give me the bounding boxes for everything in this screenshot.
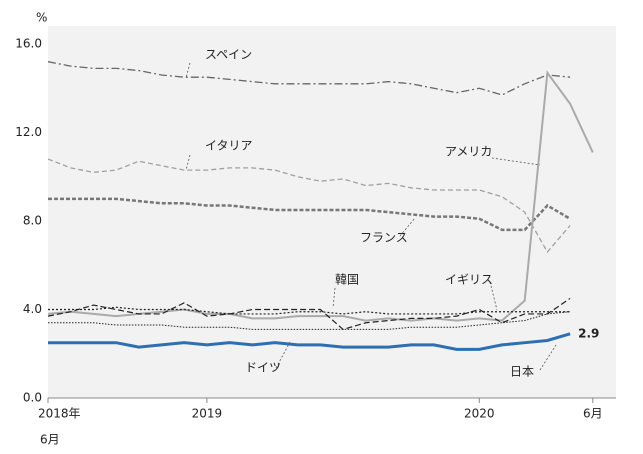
leader-line xyxy=(275,341,291,369)
leader-line xyxy=(185,154,191,171)
x-tick-label: 2019 xyxy=(192,407,223,421)
series-label: イギリス xyxy=(445,273,493,287)
y-tick-label: 16.0 xyxy=(15,37,42,51)
x-sub-label: 6月 xyxy=(40,433,60,447)
leader-line xyxy=(185,62,191,79)
series-label: 韓国 xyxy=(335,273,359,287)
leader-line xyxy=(489,281,498,311)
series-line xyxy=(48,306,571,315)
x-tick-label: 6月 xyxy=(583,407,603,421)
x-tick-label: 2018年 xyxy=(38,407,81,421)
series-label: 日本 xyxy=(510,365,534,379)
series-line xyxy=(48,197,571,232)
series-line xyxy=(48,311,571,330)
series-label: スペイン xyxy=(205,48,252,62)
y-tick-label: 4.0 xyxy=(23,302,42,316)
value-label: 2.9 xyxy=(578,326,599,340)
leader-line xyxy=(332,287,336,309)
x-tick-label: 2020 xyxy=(464,407,495,421)
series-line xyxy=(47,61,571,96)
plot-area xyxy=(48,26,616,398)
y-tick-label: 0.0 xyxy=(23,391,42,405)
series-line xyxy=(47,158,571,254)
series-label: アメリカ xyxy=(445,145,492,159)
y-tick-label: 8.0 xyxy=(23,214,42,228)
leader-line xyxy=(539,344,557,371)
series-line xyxy=(48,332,571,351)
series-label: イタリア xyxy=(205,139,253,153)
series-label: フランス xyxy=(360,231,408,245)
series-label: ドイツ xyxy=(245,361,281,375)
leader-line xyxy=(491,157,541,166)
y-tick-label: 12.0 xyxy=(15,125,42,139)
y-unit: % xyxy=(36,11,47,25)
